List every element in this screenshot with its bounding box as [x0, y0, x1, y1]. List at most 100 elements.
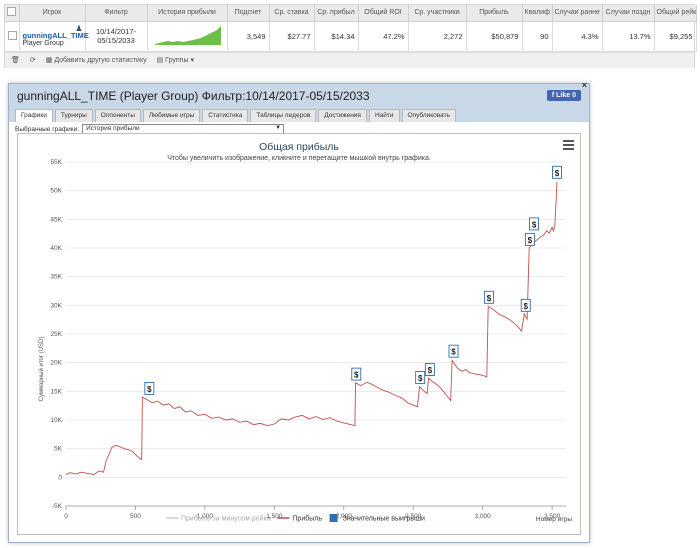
legend-label: Прибыль — [292, 515, 322, 523]
big-win-marker-box — [351, 367, 362, 381]
profit-history-sparkline[interactable] — [147, 21, 228, 52]
y-tick-label: 35K — [50, 274, 62, 281]
col-header-late[interactable]: Случаи поздн — [602, 5, 655, 22]
big-win-marker-symbol: $ — [528, 236, 533, 245]
filter-cell: 10/14/2017-05/15/2033 — [85, 21, 148, 52]
y-tick-label: 25K — [50, 331, 62, 338]
big-win-marker-box — [483, 290, 494, 304]
big-win-markers: $ $ $ $ $ $ $ $ $ $ — [144, 165, 562, 395]
x-tick-label: 1,000 — [197, 513, 214, 520]
col-header-profit-history[interactable]: История прибыли — [147, 5, 228, 22]
x-tick-label: 0 — [64, 513, 68, 520]
big-win-marker: $ — [529, 217, 540, 231]
player-name-link[interactable]: gunningALL_TIME — [22, 31, 89, 40]
avg-stake-cell: $27.77 — [269, 21, 315, 52]
tab-publish[interactable]: Опубликовать — [401, 109, 457, 122]
groups-label: Группы — [165, 57, 189, 64]
select-all-checkbox[interactable] — [7, 7, 17, 17]
big-win-marker-box — [424, 363, 435, 376]
tab-statistics[interactable]: Статистика — [202, 109, 249, 122]
panel-header: gunningALL_TIME (Player Group) Фильтр:10… — [9, 80, 589, 108]
groups-dropdown[interactable]: ▤ Группы ▾ — [156, 57, 194, 64]
col-header-rake[interactable]: Общий рейк — [654, 5, 697, 22]
avg-profit-cell: $14.34 — [314, 21, 359, 52]
col-header-profit[interactable]: Прибыль — [466, 5, 523, 22]
col-header-avg-stake[interactable]: Ср. ставка — [269, 5, 315, 22]
col-header-avg-entrants[interactable]: Ср. участники — [408, 5, 467, 22]
x-axis-label: Номер игры — [536, 516, 572, 523]
x-tick-label: 2,500 — [405, 513, 422, 520]
big-win-marker-box — [415, 371, 426, 385]
y-tick-label: -5K — [52, 503, 63, 510]
col-header-roi[interactable]: Общий ROI — [358, 5, 409, 22]
sparkline-chart — [154, 26, 221, 45]
col-header-early[interactable]: Случаи ранне — [552, 5, 603, 22]
x-tick-label: 3,000 — [475, 513, 492, 520]
panel-title: gunningALL_TIME (Player Group) Фильтр:10… — [17, 89, 370, 103]
y-tick-label: 50K — [50, 188, 62, 195]
big-win-marker-box — [448, 344, 459, 358]
tab-opponents[interactable]: Оппоненты — [94, 109, 141, 122]
x-tick-label: 3,500 — [544, 513, 561, 520]
big-win-marker-symbol: $ — [555, 169, 560, 178]
big-win-marker-box — [524, 232, 535, 246]
table-row: ♟ gunningALL_TIME Player Group 10/14/201… — [5, 21, 697, 52]
big-win-marker: $ — [424, 363, 435, 376]
add-stats-button[interactable]: ▦ Добавить другую статистику — [46, 56, 147, 64]
col-header-count[interactable]: Подсчет — [227, 5, 270, 22]
col-header-avg-profit[interactable]: Ср. прибыл — [314, 5, 359, 22]
profit-cell: $50,879 — [466, 21, 523, 52]
big-win-marker-symbol: $ — [428, 366, 433, 375]
col-header-qualif[interactable]: Квалиф — [522, 5, 553, 22]
legend-label: Прибыль за минусом рейка — [181, 515, 271, 523]
player-cell: ♟ gunningALL_TIME Player Group — [19, 21, 89, 52]
big-win-marker: $ — [520, 298, 531, 312]
big-win-marker: $ — [144, 382, 155, 395]
table-toolbar: 🗑 ⟳ ▦ Добавить другую статистику ▤ Групп… — [5, 51, 694, 68]
select-all-header[interactable] — [5, 5, 20, 22]
x-tick-label: 2,000 — [336, 513, 353, 520]
count-cell: 3,549 — [227, 21, 270, 52]
x-tick-label: 500 — [130, 513, 141, 520]
row-checkbox-cell[interactable] — [5, 21, 20, 52]
facebook-like-button[interactable]: f Like 0 — [546, 90, 581, 101]
avg-entrants-cell: 2,272 — [408, 21, 467, 52]
tab-leaderboards[interactable]: Таблицы лидеров — [250, 109, 317, 122]
table-header-row: Игрок Фильтр История прибыли Подсчет Ср.… — [5, 5, 697, 22]
tab-achievements[interactable]: Достижения — [318, 109, 367, 122]
tab-charts[interactable]: Графики — [15, 109, 53, 122]
legend-item: Прибыль за минусом рейка — [166, 515, 271, 523]
y-tick-label: 15K — [50, 388, 62, 395]
tab-find[interactable]: Найти — [368, 109, 400, 122]
panel-tabs: Графики Турниры Оппоненты Любимые игры С… — [9, 108, 589, 122]
early-cell: 4.3% — [552, 21, 603, 52]
row-checkbox[interactable] — [8, 30, 17, 40]
col-header-filter[interactable]: Фильтр — [85, 5, 148, 22]
y-tick-label: 20K — [50, 360, 62, 367]
profit-chart[interactable]: Общая прибыль Чтобы увеличить изображени… — [17, 133, 581, 535]
refresh-icon[interactable]: ⟳ — [29, 57, 36, 64]
legend-item: Прибыль — [277, 515, 322, 523]
tab-tournaments[interactable]: Турниры — [54, 109, 93, 122]
groups-icon: ▤ — [156, 57, 166, 64]
big-win-marker-symbol: $ — [418, 374, 423, 383]
rake-cell: $9,255 — [654, 21, 697, 52]
legend-swatch — [329, 514, 338, 522]
delete-icon[interactable]: 🗑 — [11, 57, 20, 64]
y-axis-ticks: -5K 0 5K 10K 15K 20K 25K 30K 35K 40K 45K 50K 55K — [50, 159, 62, 510]
y-tick-label: 0 — [58, 474, 62, 481]
series-line-profit — [65, 182, 558, 475]
big-win-marker-symbol: $ — [147, 385, 152, 394]
tab-favorite-games[interactable]: Любимые игры — [142, 109, 201, 122]
x-tick-label: 1,500 — [266, 513, 283, 520]
add-stats-icon: ▦ — [45, 57, 55, 64]
late-cell: 13.7% — [602, 21, 655, 52]
big-win-marker-symbol: $ — [487, 294, 492, 303]
col-header-player[interactable]: Игрок — [19, 5, 86, 22]
chart-menu-icon[interactable] — [563, 140, 574, 152]
close-button[interactable]: × — [581, 80, 587, 90]
y-axis-label: Суммарный итог (USD) — [38, 337, 45, 402]
qualif-cell: 90 — [522, 21, 553, 52]
big-win-marker-box — [529, 217, 540, 231]
